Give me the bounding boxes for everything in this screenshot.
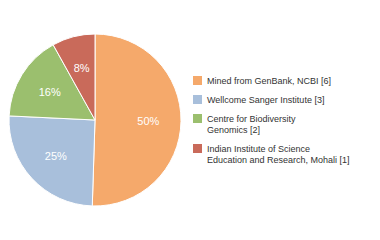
legend-label: Indian Institute of ScienceEducation and…: [207, 144, 350, 165]
slices: [9, 34, 181, 206]
data-label: 25%: [45, 150, 67, 162]
data-label: 50%: [137, 115, 159, 127]
legend-label: Wellcome Sanger Institute [3]: [207, 95, 324, 105]
chart-container: 50% 25% 16% 8% Mined from GenBank, NCBI [6] W…: [0, 0, 380, 240]
data-labels: 50% 25% 16% 8%: [39, 62, 160, 162]
legend-swatch: [193, 76, 202, 85]
legend-label: Centre for BiodiversityGenomics [2]: [207, 114, 296, 135]
pie-slice: [92, 34, 181, 206]
chart: 50% 25% 16% 8% Mined from GenBank, NCBI [6] W…: [0, 0, 380, 240]
legend-swatch: [193, 144, 202, 153]
legend-label: Mined from GenBank, NCBI [6]: [207, 76, 331, 86]
legend: Mined from GenBank, NCBI [6] Wellcome San…: [193, 76, 350, 165]
pie-slice: [9, 116, 95, 206]
legend-swatch: [193, 114, 202, 123]
pie-slice: [53, 34, 95, 120]
legend-swatch: [193, 95, 202, 104]
data-label: 8%: [74, 62, 90, 74]
data-label: 16%: [39, 86, 61, 98]
